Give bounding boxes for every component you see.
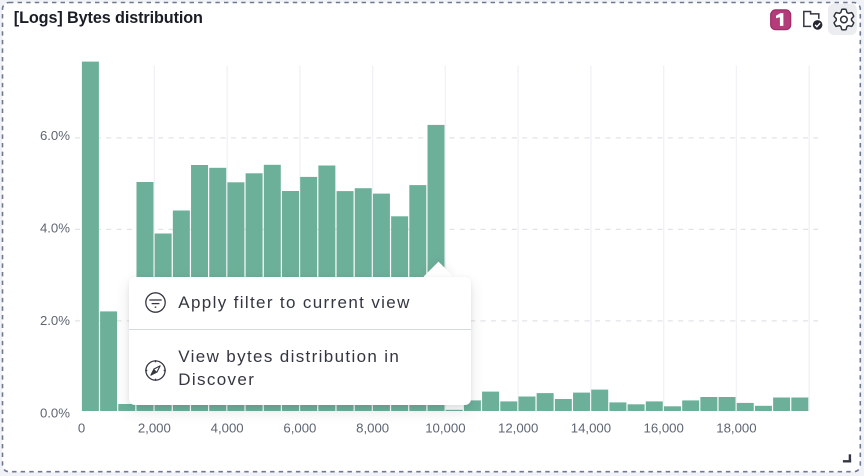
svg-text:16,000: 16,000 xyxy=(644,421,684,436)
svg-text:0: 0 xyxy=(78,421,85,436)
svg-text:18,000: 18,000 xyxy=(716,421,756,436)
svg-text:2,000: 2,000 xyxy=(138,421,171,436)
svg-text:4,000: 4,000 xyxy=(211,421,244,436)
svg-text:14,000: 14,000 xyxy=(571,421,611,436)
svg-text:6.0%: 6.0% xyxy=(40,128,70,143)
svg-text:10,000: 10,000 xyxy=(425,421,465,436)
svg-text:4.0%: 4.0% xyxy=(40,221,70,236)
svg-text:12,000: 12,000 xyxy=(498,421,538,436)
svg-text:0.0%: 0.0% xyxy=(40,406,70,421)
svg-text:6,000: 6,000 xyxy=(283,421,316,436)
svg-text:2.0%: 2.0% xyxy=(40,313,70,328)
svg-text:8,000: 8,000 xyxy=(356,421,389,436)
